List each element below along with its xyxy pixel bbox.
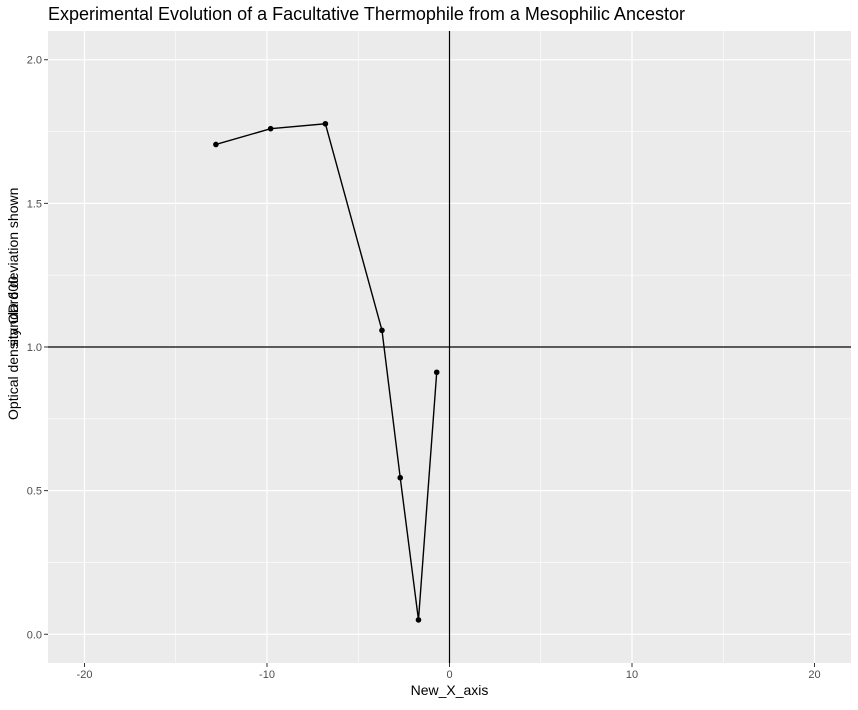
x-tick-label: 10 [626, 669, 638, 681]
y-tick-label: 1.5 [27, 198, 42, 210]
y-axis-title-line1: Optical density OD 600 [5, 276, 21, 420]
y-tick-label: 0.5 [27, 486, 42, 498]
x-tick-label: -20 [77, 669, 93, 681]
x-tick-label: -10 [259, 669, 275, 681]
y-axis-title-line2: standard deviation shown [5, 188, 21, 347]
x-tick-label: 0 [446, 669, 452, 681]
x-tick-label: 20 [808, 669, 820, 681]
series-group [213, 120, 440, 623]
reference-lines [48, 31, 851, 663]
data-point [379, 327, 385, 334]
chart-title: Experimental Evolution of a Facultative … [48, 4, 685, 24]
data-point [213, 141, 219, 148]
data-point [433, 369, 440, 376]
y-tick-label: 1.0 [27, 342, 42, 354]
data-point [415, 617, 422, 623]
x-axis-title: New_X_axis [411, 682, 489, 698]
y-tick-label: 2.0 [27, 55, 42, 67]
x-axis-ticks: -20 -10 0 10 20 [77, 663, 821, 681]
data-point [397, 474, 404, 481]
data-point [267, 125, 274, 132]
y-axis-ticks: 0.0 0.5 1.0 1.5 2.0 [27, 55, 48, 641]
y-tick-label: 0.0 [27, 629, 42, 641]
data-point [322, 120, 329, 127]
